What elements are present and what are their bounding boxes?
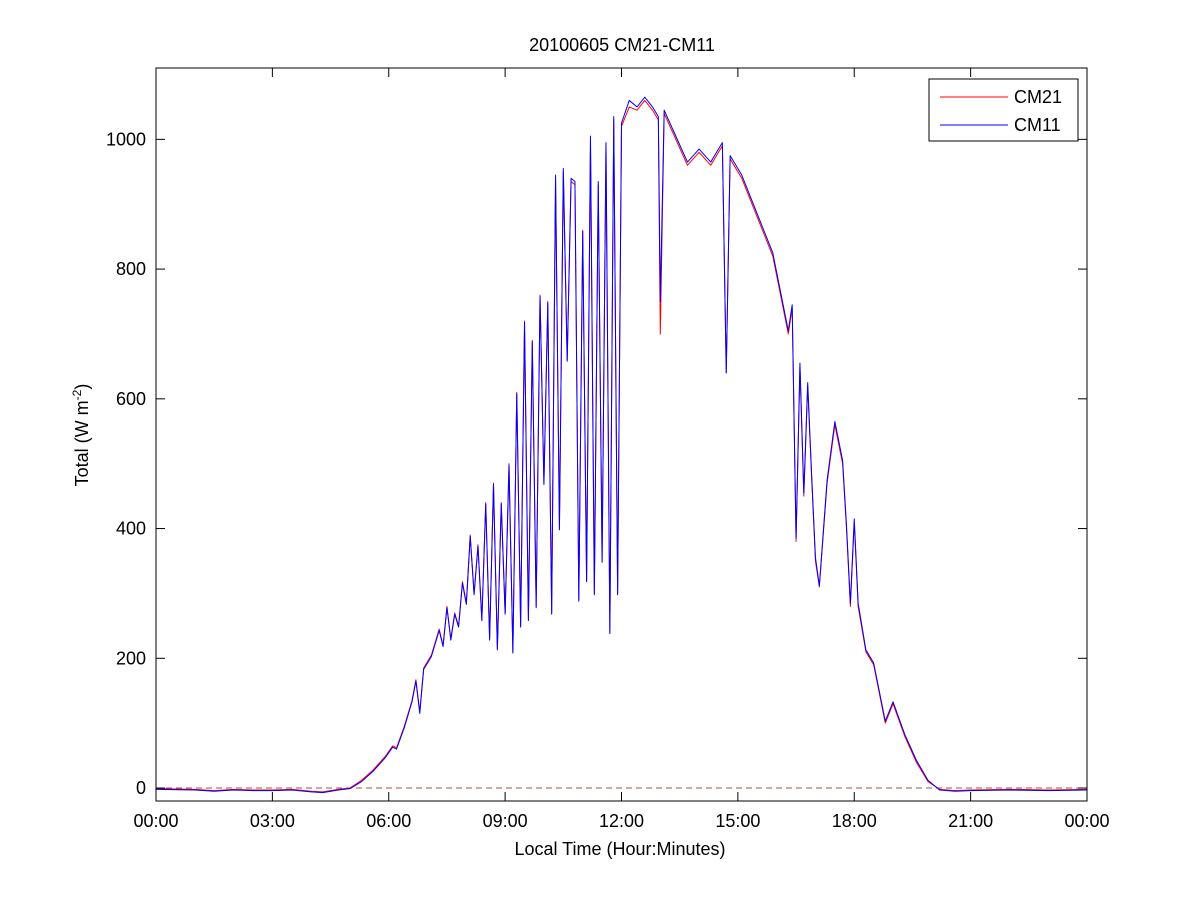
- legend-box: [928, 78, 1079, 142]
- y-tick-label: 0: [136, 778, 146, 798]
- y-tick-label: 200: [116, 648, 146, 668]
- chart-title: 20100605 CM21-CM11: [529, 35, 715, 55]
- y-tick-label: 1000: [106, 129, 146, 149]
- x-tick-label: 00:00: [133, 811, 178, 831]
- x-tick-label: 06:00: [366, 811, 411, 831]
- legend-label-cm11: CM11: [1014, 115, 1061, 135]
- x-axis-label: Local Time (Hour:Minutes): [514, 839, 725, 859]
- y-tick-label: 400: [116, 519, 146, 539]
- x-tick-label: 03:00: [250, 811, 295, 831]
- x-tick-label: 15:00: [715, 811, 760, 831]
- x-tick-label: 00:00: [1064, 811, 1109, 831]
- y-axis-label: Total (W m-2): [70, 384, 92, 487]
- plot-area: [155, 96, 1088, 794]
- series-line-cm11: [155, 96, 1088, 794]
- x-tick-label: 21:00: [948, 811, 993, 831]
- y-tick-label: 800: [116, 259, 146, 279]
- x-axis-ticks: 00:00 03:00 06:00 09:00 12:00 15:00 18:00 21:00…: [133, 68, 1110, 831]
- x-tick-label: 18:00: [832, 811, 877, 831]
- legend: CM21 CM11: [928, 78, 1079, 142]
- y-axis-label-main: Total (W m: [72, 400, 92, 486]
- x-tick-label: 12:00: [599, 811, 644, 831]
- y-axis-ticks: 0 200 400 600 800 1000: [106, 129, 1087, 798]
- y-axis-label-close: ): [72, 384, 92, 390]
- y-tick-label: 600: [116, 389, 146, 409]
- legend-label-cm21: CM21: [1014, 87, 1062, 107]
- y-axis-label-superscript: -2: [70, 389, 84, 400]
- x-tick-label: 09:00: [483, 811, 528, 831]
